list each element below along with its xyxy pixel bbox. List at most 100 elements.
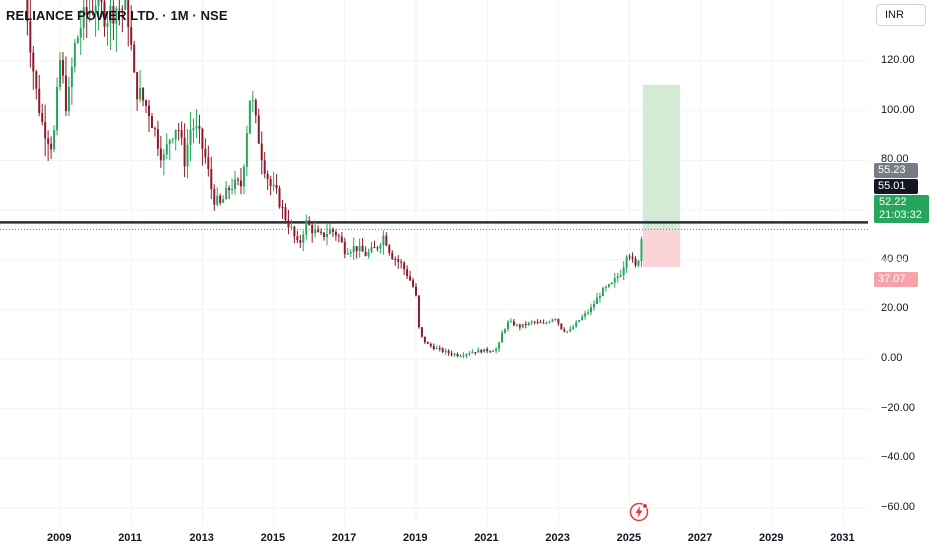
- candle-body: [281, 207, 284, 209]
- candle-body: [323, 232, 326, 238]
- candle-body: [38, 88, 41, 113]
- candle-body: [504, 329, 506, 333]
- candle-body: [56, 86, 59, 131]
- candle-body: [515, 324, 518, 326]
- candle-body: [456, 353, 459, 357]
- candle-body: [296, 236, 299, 241]
- candle-body: [575, 322, 578, 327]
- resistance-price-tag: 55.01: [874, 179, 918, 194]
- candle-body: [619, 274, 622, 277]
- candle-body: [121, 8, 124, 10]
- candle-body: [237, 179, 239, 181]
- candle-body: [459, 355, 462, 357]
- candle-body: [73, 42, 76, 67]
- candle-body: [604, 287, 607, 289]
- candle-body: [213, 189, 216, 205]
- x-tick-label: 2019: [403, 532, 428, 544]
- candle-body: [593, 304, 595, 308]
- candle-body: [358, 245, 361, 252]
- candle-body: [165, 144, 168, 155]
- candle-body: [423, 336, 426, 343]
- candle-body: [584, 313, 587, 317]
- target-price-tag: 110.47: [878, 79, 911, 91]
- candle-body: [201, 128, 204, 149]
- candle-body: [88, 10, 91, 15]
- candle-body: [115, 8, 118, 24]
- candle-body: [364, 251, 367, 256]
- candle-body: [225, 187, 228, 200]
- candle-body: [168, 140, 171, 145]
- y-tick-label: 100.00: [881, 103, 915, 116]
- candle-body: [231, 188, 234, 191]
- candle-body: [148, 105, 150, 117]
- candle-body: [156, 129, 159, 149]
- candle-body: [159, 148, 162, 161]
- candle-body: [251, 100, 254, 102]
- candle-body: [293, 226, 296, 237]
- gray-price-tag: 55.23: [874, 163, 918, 178]
- countdown-timer: 21:03:32: [879, 209, 922, 221]
- candle-body: [367, 251, 370, 256]
- candle-body: [305, 220, 308, 235]
- candle-body: [35, 71, 38, 89]
- candle-body: [44, 121, 47, 139]
- candle-body: [109, 5, 112, 24]
- x-tick-label: 2021: [474, 532, 499, 544]
- candle-body: [192, 127, 195, 131]
- x-tick-label: 2017: [331, 532, 357, 544]
- candle-body: [260, 143, 263, 161]
- candle-body: [133, 44, 136, 73]
- candle-body: [47, 138, 50, 144]
- x-tick-label: 2027: [687, 532, 713, 544]
- candle-body: [554, 318, 557, 320]
- candle-body: [542, 322, 545, 324]
- candle-body: [70, 66, 73, 87]
- candle-body: [290, 226, 293, 228]
- lightning-icon[interactable]: [629, 502, 649, 522]
- candle-body: [299, 240, 302, 243]
- candle-body: [153, 128, 156, 130]
- candle-body: [625, 256, 628, 268]
- candle-body: [171, 139, 174, 141]
- candle-body: [400, 261, 403, 263]
- candle-body: [198, 126, 201, 129]
- candle-body: [287, 220, 290, 228]
- candle-body: [495, 349, 498, 351]
- candle-body: [174, 129, 177, 140]
- candle-body: [533, 321, 536, 323]
- candle-body: [183, 137, 186, 167]
- candle-body: [79, 28, 82, 38]
- candle-body: [548, 321, 551, 323]
- candle-body: [441, 348, 444, 352]
- y-tick-label: −60.00: [881, 500, 915, 513]
- candle-body: [275, 184, 278, 189]
- candle-body: [118, 8, 121, 10]
- currency-selector[interactable]: INR: [876, 4, 926, 26]
- candle-body: [349, 252, 352, 254]
- candle-body: [595, 297, 598, 305]
- candle-body: [234, 179, 237, 189]
- candle-body: [41, 112, 44, 122]
- candle-body: [438, 348, 441, 350]
- x-tick-label: 2009: [47, 532, 72, 544]
- candle-body: [103, 1, 106, 27]
- y-tick-label: 80.00: [881, 153, 909, 166]
- stop-zone: [642, 229, 681, 267]
- candle-body: [447, 350, 450, 354]
- candle-body: [394, 259, 397, 261]
- candle-body: [254, 100, 257, 116]
- candle-body: [616, 276, 619, 279]
- candle-body: [382, 235, 385, 246]
- candle-body: [317, 229, 320, 232]
- candle-body: [61, 59, 64, 76]
- x-tick-label: 2011: [118, 532, 143, 544]
- candle-body: [127, 0, 130, 28]
- candle-body: [106, 23, 109, 27]
- candle-body: [302, 234, 305, 243]
- candle-body: [572, 326, 575, 330]
- candle-body: [136, 72, 139, 100]
- candle-body: [50, 143, 53, 150]
- candle-body: [429, 343, 432, 347]
- candle-body: [406, 269, 409, 277]
